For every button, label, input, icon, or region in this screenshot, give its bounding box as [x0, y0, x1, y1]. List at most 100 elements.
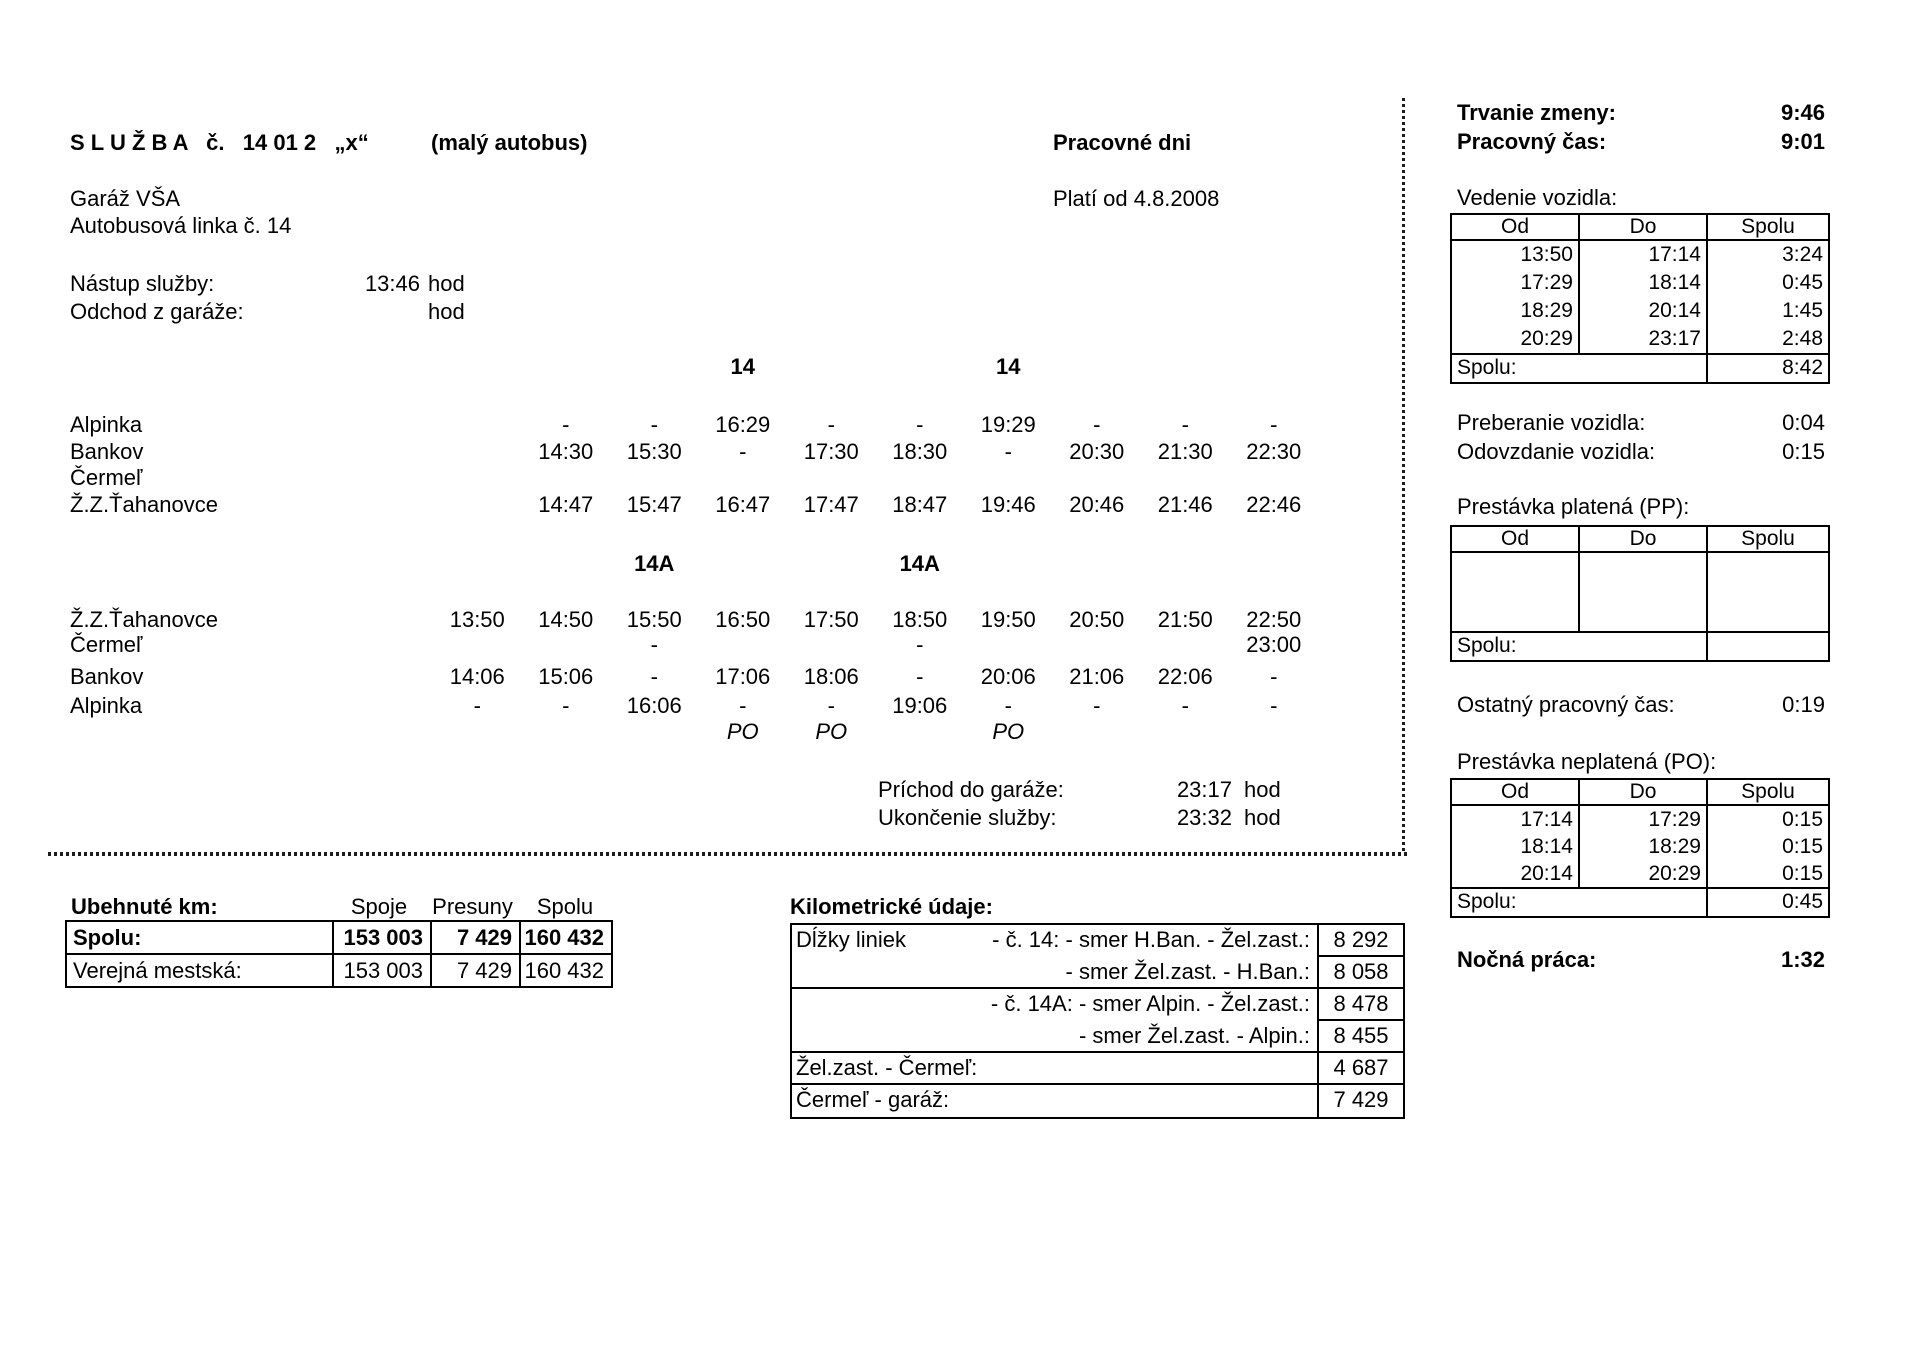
time-cell: -	[562, 412, 570, 437]
total-value: 160 432	[519, 922, 611, 953]
time-cell	[433, 492, 522, 518]
table-row: Verejná mestská: 153 003 7 429 160 432	[67, 955, 611, 986]
time-cell: 3:24	[1706, 241, 1828, 269]
time-cell	[876, 719, 965, 745]
time-cell	[876, 354, 965, 380]
takeover-label: Preberanie vozidla:	[1457, 410, 1646, 435]
day-type: Pracovné dni	[1053, 130, 1192, 155]
other-work-label: Ostatný pracovný čas:	[1457, 692, 1675, 717]
unpaid-break-total-value: 0:45	[1706, 889, 1828, 916]
col-trips: Spoje	[350, 894, 408, 919]
station-name: Alpinka	[70, 412, 143, 437]
garage-departure-label: Odchod z garáže:	[70, 299, 244, 324]
time-cell: 13:50	[449, 607, 505, 632]
km-details-table: Dĺžky liniek - č. 14: - smer H.Ban. - Že…	[790, 923, 1405, 1119]
time-cell: PO	[992, 719, 1025, 744]
time-cell: -	[1093, 693, 1101, 718]
time-cell: 17:30	[803, 439, 859, 464]
table-row: Bankov 14:30 15:30 - 17:30 18:30 - 20:30 21:30 2…	[70, 439, 1318, 465]
table-row: 17:29 18:14 0:45	[1452, 269, 1828, 297]
time-cell: 22:06	[1157, 664, 1213, 689]
time-cell: -	[650, 412, 658, 437]
empty-cell	[1452, 553, 1578, 631]
trips-value: 153 003	[332, 922, 430, 953]
station-name: Čermeľ	[70, 465, 143, 490]
handover-label: Odovzdanie vozidla:	[1457, 439, 1656, 464]
time-cell	[610, 719, 699, 745]
garage-arrival-unit: hod	[1244, 777, 1281, 802]
time-cell: 18:14	[1520, 835, 1573, 858]
time-cell: -	[1093, 412, 1101, 437]
km-summary-table: Spolu: 153 003 7 429 160 432 Verejná mes…	[65, 920, 613, 988]
working-time-row: Pracovný čas: 9:01	[1457, 129, 1825, 155]
table-row: Ž.Z.Ťahanovce 13:50 14:50 15:50 16:50 17:50 1…	[70, 607, 1318, 633]
paid-break-footer: Spolu:	[1452, 631, 1828, 660]
time-cell	[433, 354, 522, 380]
driving-table-footer: Spolu: 8:42	[1452, 353, 1828, 382]
station-name: Čermeľ	[70, 632, 143, 657]
time-cell: -	[1270, 693, 1278, 718]
time-cell: -	[473, 693, 481, 718]
km-summary-header: Ubehnuté km: Spoje Presuny Spolu	[65, 894, 613, 920]
time-cell	[964, 465, 1053, 491]
time-cell: -	[562, 693, 570, 718]
station-name: Bankov	[70, 439, 144, 464]
time-cell	[610, 354, 699, 380]
time-cell	[433, 719, 522, 745]
time-cell	[522, 551, 611, 577]
time-cell: -	[1181, 693, 1189, 718]
paid-break-empty-body	[1452, 553, 1828, 631]
valid-from: Platí od 4.8.2008	[1053, 186, 1220, 211]
col-from: Od	[1500, 215, 1529, 238]
time-cell: 18:29	[1520, 299, 1573, 322]
time-cell: -	[1270, 412, 1278, 437]
time-cell: 13:50	[1520, 243, 1573, 266]
time-cell: 14:47	[538, 492, 594, 517]
row-desc: - smer Žel.zast. - H.Ban.:	[1065, 959, 1311, 984]
time-cell	[964, 551, 1053, 577]
time-cell	[522, 465, 611, 491]
time-cell: 17:14	[1520, 808, 1573, 831]
time-cell: 15:30	[626, 439, 682, 464]
time-cell: PO	[815, 719, 848, 744]
time-cell: 1:45	[1706, 297, 1828, 325]
time-cell	[964, 632, 1053, 658]
time-cell: 22:30	[1246, 439, 1302, 464]
unpaid-break-marker-row: PO PO PO	[70, 719, 1318, 745]
time-cell: 20:14	[1520, 862, 1573, 885]
shift-start-unit: hod	[428, 271, 465, 296]
horizontal-dotted-separator	[48, 852, 1408, 856]
driving-table-header: Od Do Spolu	[1452, 215, 1828, 241]
time-cell: 17:29	[1520, 271, 1573, 294]
col-from: Od	[1500, 780, 1529, 803]
time-cell: 15:06	[538, 664, 594, 689]
time-cell: 2:48	[1706, 325, 1828, 353]
header-spacer	[70, 719, 433, 745]
garage-arrival-label: Príchod do garáže:	[878, 777, 1064, 802]
table-row: 13:50 17:14 3:24	[1452, 241, 1828, 269]
garage-departure-unit: hod	[428, 299, 465, 324]
line-14a-header-row: 14A 14A	[70, 551, 1318, 577]
time-cell: 20:06	[980, 664, 1036, 689]
row-desc: - č. 14: - smer H.Ban. - Žel.zast.:	[992, 927, 1310, 952]
time-cell: 19:06	[892, 693, 948, 718]
night-work-row: Nočná práca: 1:32	[1457, 947, 1825, 973]
paid-break-total-value	[1706, 633, 1828, 660]
time-cell: 17:06	[715, 664, 771, 689]
time-cell	[1141, 465, 1230, 491]
time-cell: 23:17	[1578, 325, 1706, 353]
time-cell	[699, 632, 788, 658]
time-cell: 14:06	[449, 664, 505, 689]
time-cell	[433, 439, 522, 465]
col-total: Spolu	[1706, 527, 1828, 551]
garage-name: Garáž VŠA	[70, 186, 181, 211]
time-cell: 22:50	[1246, 607, 1302, 632]
time-cell	[1053, 719, 1142, 745]
row-label: Žel.zast. - Čermeľ:	[796, 1055, 978, 1080]
time-cell: 18:50	[892, 607, 948, 632]
vertical-dotted-separator	[1402, 98, 1405, 852]
time-cell: 20:50	[1069, 607, 1125, 632]
empty-cell	[1706, 553, 1828, 631]
time-cell: 17:29	[1578, 806, 1706, 833]
row-label: Verejná mestská:	[73, 958, 242, 983]
